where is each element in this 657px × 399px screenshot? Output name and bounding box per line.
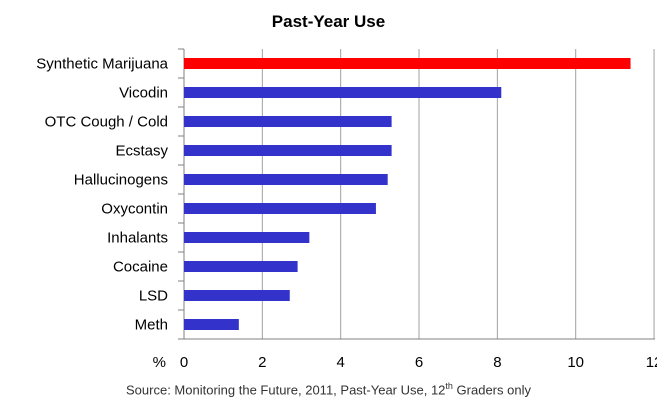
bar bbox=[184, 232, 310, 243]
category-label: Meth bbox=[135, 317, 168, 334]
x-tick-label: 8 bbox=[493, 354, 501, 371]
category-label: LSD bbox=[139, 288, 168, 305]
source-text: Source: Monitoring the Future, 2011, Pas… bbox=[126, 382, 446, 398]
bar bbox=[184, 116, 392, 127]
bar bbox=[184, 290, 290, 301]
x-tick-label: 4 bbox=[337, 354, 345, 371]
x-tick-label: 0 bbox=[180, 354, 188, 371]
x-tick-label: 2 bbox=[258, 354, 266, 371]
category-label: Oxycontin bbox=[101, 201, 168, 218]
bars bbox=[184, 58, 631, 330]
category-label: Vicodin bbox=[119, 85, 168, 102]
bar bbox=[184, 319, 239, 330]
bar bbox=[184, 58, 631, 69]
x-tick-label: 6 bbox=[415, 354, 423, 371]
category-labels: Synthetic Marijuana Vicodin OTC Cough / Co… bbox=[36, 56, 168, 334]
category-label: Synthetic Marijuana bbox=[36, 56, 168, 73]
source-text-end: Graders only bbox=[452, 382, 531, 398]
category-label: Cocaine bbox=[113, 259, 168, 276]
source-note: Source: Monitoring the Future, 2011, Pas… bbox=[0, 381, 657, 397]
x-axis-label: % bbox=[153, 354, 166, 371]
chart-title: Past-Year Use bbox=[271, 12, 386, 31]
category-label: Hallucinogens bbox=[74, 172, 168, 189]
bar bbox=[184, 87, 502, 98]
x-tick-label: 10 bbox=[567, 354, 584, 371]
x-tick-label: 12 bbox=[646, 354, 657, 371]
category-label: Inhalants bbox=[107, 230, 168, 247]
grid-lines bbox=[178, 48, 655, 340]
category-label: Ecstasy bbox=[115, 143, 168, 160]
source-superscript: th bbox=[445, 381, 453, 391]
bar bbox=[184, 145, 392, 156]
bar bbox=[184, 174, 388, 185]
bar bbox=[184, 203, 376, 214]
category-label: OTC Cough / Cold bbox=[45, 114, 168, 131]
x-tick-labels: 0 2 4 6 8 10 12 bbox=[180, 354, 657, 371]
bar bbox=[184, 261, 298, 272]
